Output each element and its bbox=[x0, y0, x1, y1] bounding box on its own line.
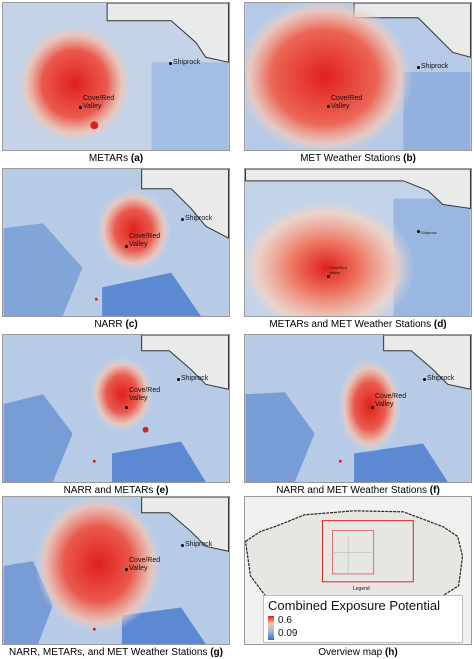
label-shiprock: Shiprock bbox=[185, 541, 213, 548]
caption-h: Overview map (h) bbox=[318, 647, 398, 658]
dot-cove bbox=[371, 406, 374, 409]
map-g: Shiprock Cove/Red Valley bbox=[2, 496, 230, 645]
caption-d: METARs and MET Weather Stations (d) bbox=[269, 319, 447, 330]
map-e: Shiprock Cove/Red Valley bbox=[2, 334, 230, 483]
legend-max: 0.6 bbox=[278, 615, 292, 626]
caption-g: NARR, METARs, and MET Weather Stations (… bbox=[9, 647, 223, 658]
caption-e: NARR and METARs (e) bbox=[63, 485, 169, 496]
panel-e: Shiprock Cove/Red Valley NARR and METARs… bbox=[2, 334, 230, 497]
label-shiprock: Shiprock bbox=[185, 215, 213, 222]
heatmap-b bbox=[245, 3, 471, 150]
panel-g: Shiprock Cove/Red Valley NARR, METARs, a… bbox=[2, 496, 230, 659]
map-b: Shiprock Cove/Red Valley bbox=[244, 2, 472, 151]
label-cove: Cove/Red Valley bbox=[129, 557, 161, 572]
label-cove: Cove/Red Valley bbox=[83, 95, 115, 110]
dot-shiprock bbox=[181, 544, 184, 547]
panel-b: Shiprock Cove/Red Valley MET Weather Sta… bbox=[244, 2, 472, 165]
heatmap-a bbox=[3, 3, 229, 150]
label-cove: Cove/Red Valley bbox=[375, 393, 407, 408]
caption-a: METARs (a) bbox=[88, 153, 144, 164]
panel-f: Shiprock Cove/Red Valley NARR and MET We… bbox=[244, 334, 472, 497]
legend: Combined Exposure Potential 0.6 0.09 bbox=[263, 595, 463, 643]
heatmap-e bbox=[3, 335, 229, 482]
dot-cove bbox=[79, 106, 82, 109]
label-cove: Cove/Red Valley bbox=[331, 95, 363, 110]
map-c: Shiprock Cove/Red Valley bbox=[2, 168, 230, 317]
panel-d: Shiprock Cove/Red Valley METARs and MET … bbox=[244, 168, 472, 331]
map-a: Shiprock Cove/Red Valley bbox=[2, 2, 230, 151]
dot-shiprock bbox=[169, 62, 172, 65]
map-d: Shiprock Cove/Red Valley bbox=[244, 168, 472, 317]
dot-cove bbox=[125, 406, 128, 409]
overview-legend-label: Legend bbox=[353, 586, 370, 592]
heatmap-f bbox=[245, 335, 471, 482]
panel-h: Legend Combined Exposure Potential 0.6 0… bbox=[244, 496, 472, 659]
dot-shiprock bbox=[417, 66, 420, 69]
label-shiprock: Shiprock bbox=[173, 59, 201, 66]
caption-f: NARR and MET Weather Stations (f) bbox=[276, 485, 440, 496]
map-h: Legend Combined Exposure Potential 0.6 0… bbox=[244, 496, 472, 645]
legend-color-ramp bbox=[268, 616, 274, 640]
label-shiprock: Shiprock bbox=[181, 375, 209, 382]
label-shiprock: Shiprock bbox=[421, 230, 437, 235]
label-cove: Cove/Red Valley bbox=[129, 387, 161, 402]
heatmap-c bbox=[3, 169, 229, 316]
heatmap-g bbox=[3, 497, 229, 644]
panel-a: Shiprock Cove/Red Valley METARs (a) bbox=[2, 2, 230, 165]
heatmap-d bbox=[245, 169, 471, 316]
dot-cove bbox=[327, 105, 330, 108]
dot-shiprock bbox=[181, 218, 184, 221]
dot-cove bbox=[125, 568, 128, 571]
dot-shiprock bbox=[417, 230, 420, 233]
dot-shiprock bbox=[423, 378, 426, 381]
label-cove: Cove/Red Valley bbox=[129, 233, 161, 248]
caption-b: MET Weather Stations (b) bbox=[300, 153, 416, 164]
caption-c: NARR (c) bbox=[94, 319, 138, 330]
panel-c: Shiprock Cove/Red Valley NARR (c) bbox=[2, 168, 230, 331]
legend-title: Combined Exposure Potential bbox=[268, 598, 440, 613]
legend-min: 0.09 bbox=[278, 628, 298, 639]
label-shiprock: Shiprock bbox=[421, 63, 449, 70]
label-cove: Cove/Red Valley bbox=[329, 265, 347, 275]
dot-cove bbox=[327, 275, 330, 278]
label-shiprock: Shiprock bbox=[427, 375, 455, 382]
dot-shiprock bbox=[177, 378, 180, 381]
map-f: Shiprock Cove/Red Valley bbox=[244, 334, 472, 483]
dot-cove bbox=[125, 245, 128, 248]
